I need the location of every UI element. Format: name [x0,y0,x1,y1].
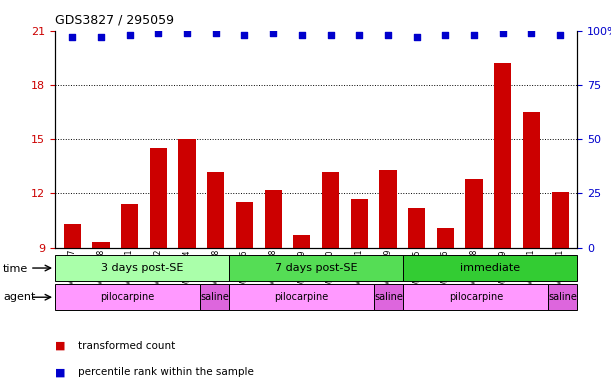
Point [354,32,364,38]
Point [211,30,221,36]
Point [555,32,565,38]
Bar [293,235,310,248]
Point [498,30,508,36]
Bar [552,192,569,248]
Bar [403,255,577,281]
Bar [55,255,229,281]
Text: pilocarpine: pilocarpine [448,292,503,302]
Bar [236,202,253,248]
Bar [265,190,282,248]
Bar [466,179,483,248]
Point [469,32,479,38]
Bar [55,284,200,310]
Text: time: time [3,264,28,274]
Bar [523,112,540,248]
Point [182,30,192,36]
Text: transformed count: transformed count [78,341,175,351]
Text: percentile rank within the sample: percentile rank within the sample [78,367,254,377]
Bar [351,199,368,248]
Bar [207,172,224,248]
Bar [178,139,196,248]
Bar [229,255,403,281]
Point [96,34,106,40]
Bar [121,204,138,248]
Point [297,32,307,38]
Point [240,32,249,38]
Text: saline: saline [200,292,229,302]
Text: 7 days post-SE: 7 days post-SE [275,263,357,273]
Bar [374,284,403,310]
Text: GDS3827 / 295059: GDS3827 / 295059 [55,13,174,26]
Text: saline: saline [549,292,577,302]
Point [441,32,450,38]
Point [153,30,163,36]
Point [326,32,335,38]
Bar [64,224,81,248]
Bar [150,148,167,248]
Bar [200,284,229,310]
Text: pilocarpine: pilocarpine [274,292,329,302]
Text: 3 days post-SE: 3 days post-SE [101,263,183,273]
Text: agent: agent [3,292,35,302]
Point [412,34,422,40]
Text: immediate: immediate [460,263,521,273]
Point [268,30,278,36]
Point [67,34,77,40]
Bar [229,284,375,310]
Point [125,32,134,38]
Bar [403,284,549,310]
Point [383,32,393,38]
Bar [437,228,454,248]
Bar [92,242,109,248]
Point [527,30,536,36]
Bar [322,172,339,248]
Text: saline: saline [375,292,403,302]
Text: pilocarpine: pilocarpine [100,292,155,302]
Bar [494,63,511,248]
Bar [408,208,425,248]
Text: ■: ■ [55,367,65,377]
Bar [549,284,577,310]
Bar [379,170,397,248]
Text: ■: ■ [55,341,65,351]
